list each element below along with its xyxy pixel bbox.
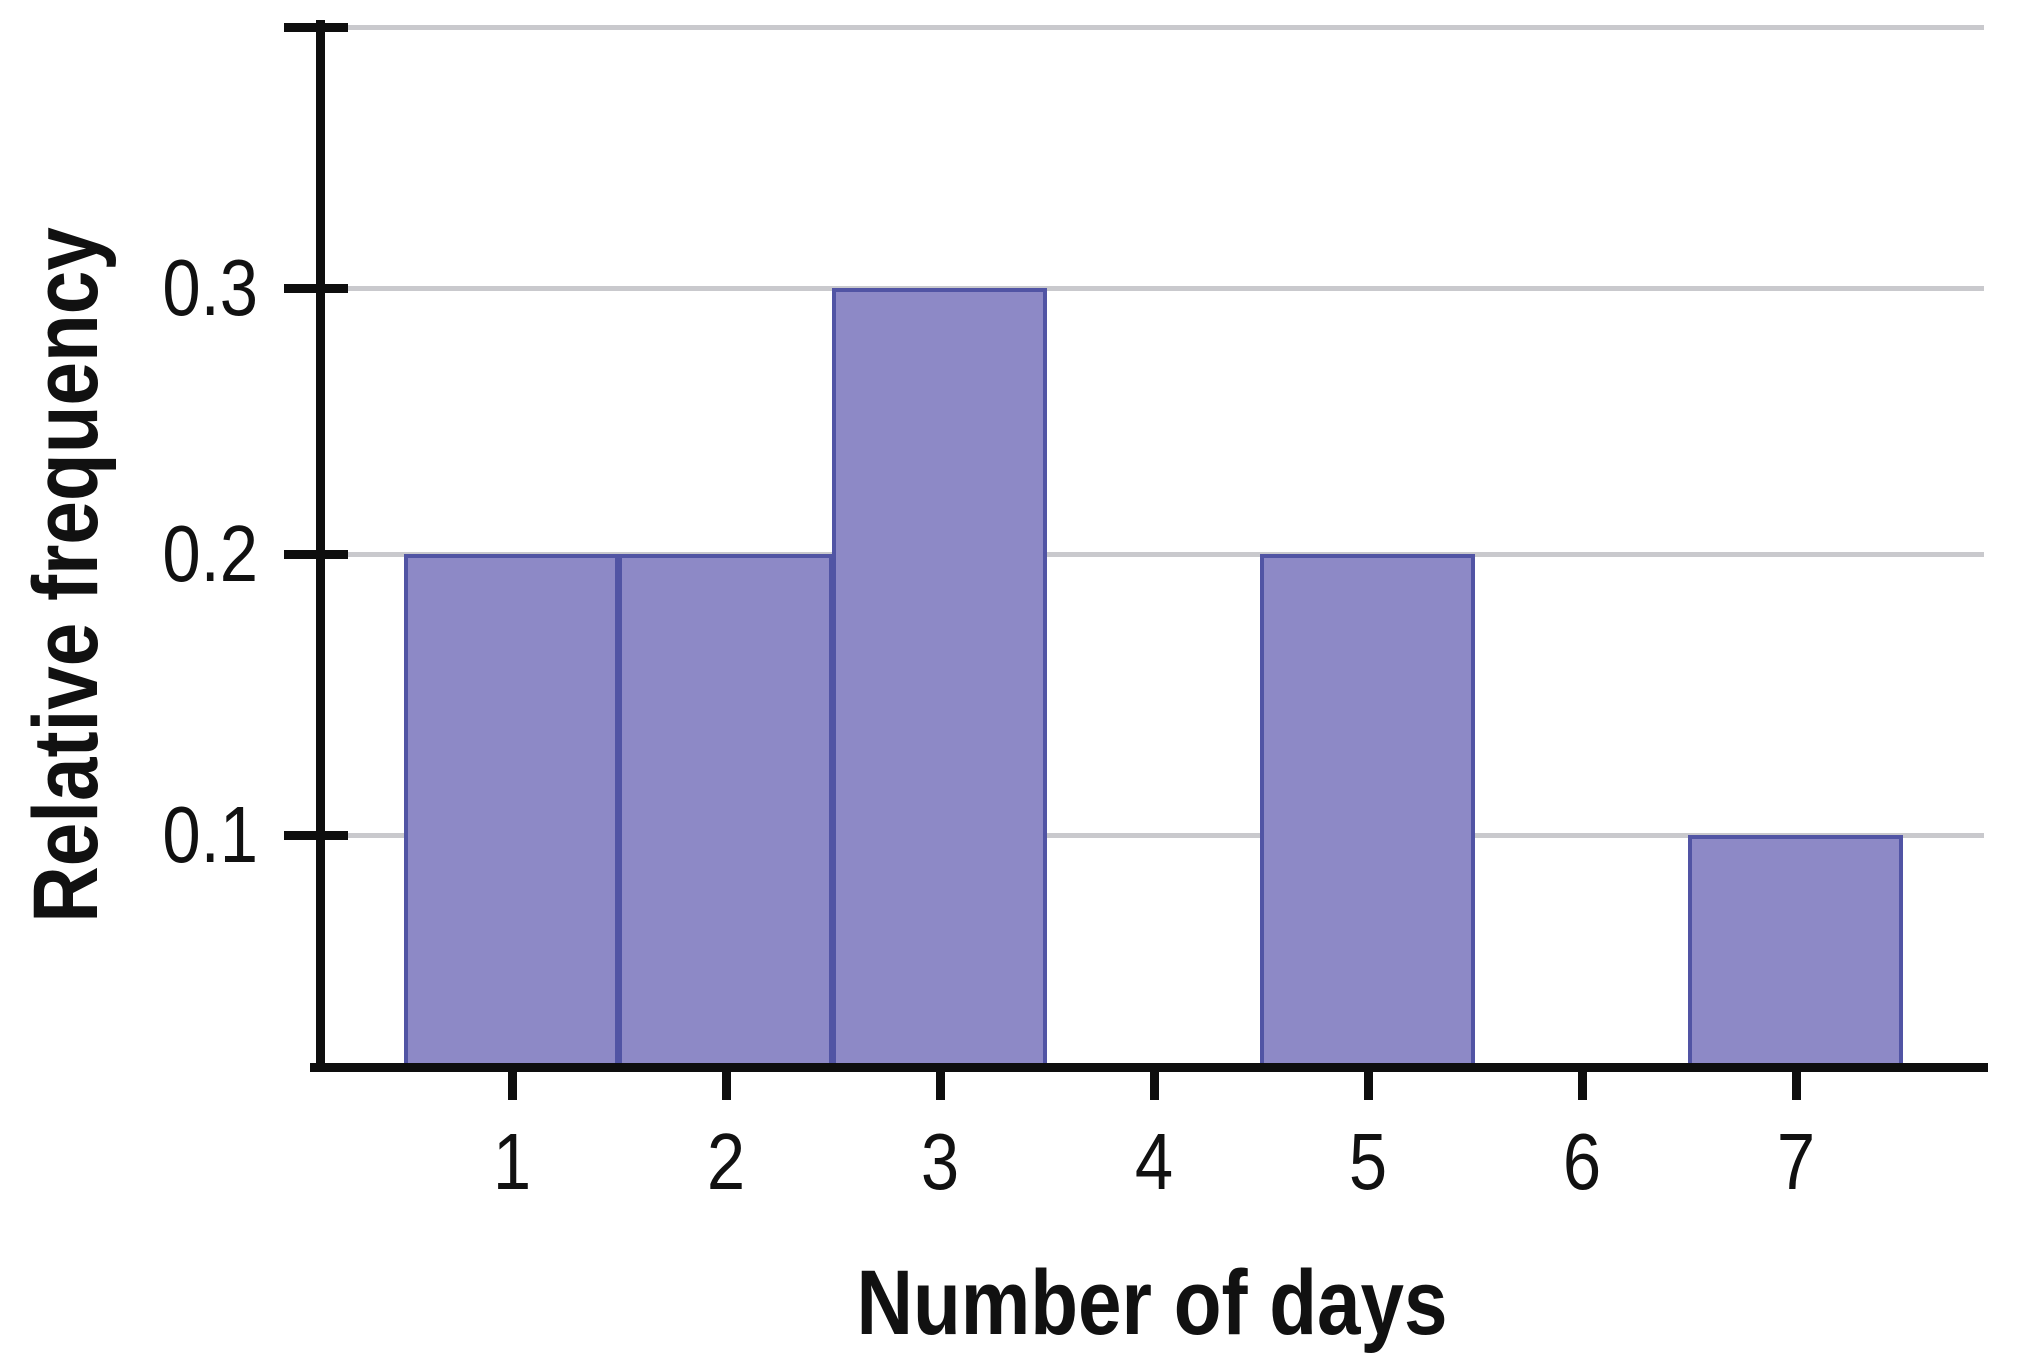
bar-1 bbox=[404, 554, 619, 1068]
gridline-0.4 bbox=[325, 25, 1984, 30]
x-tick-label-5: 5 bbox=[1348, 1117, 1388, 1206]
x-tick-label-6: 6 bbox=[1562, 1117, 1602, 1206]
y-tick-label-0.1: 0.1 bbox=[162, 790, 258, 879]
x-tick-label-3: 3 bbox=[920, 1117, 960, 1206]
x-tick-4 bbox=[1150, 1068, 1159, 1100]
x-tick-label-1: 1 bbox=[492, 1117, 532, 1206]
bar-2 bbox=[618, 554, 833, 1068]
y-tick-0.3 bbox=[284, 284, 348, 293]
x-tick-5 bbox=[1364, 1068, 1373, 1100]
bar-7 bbox=[1688, 835, 1903, 1068]
gridline-0.3 bbox=[325, 286, 1984, 291]
bar-3 bbox=[832, 288, 1047, 1068]
gridline-0.2 bbox=[325, 552, 1984, 557]
x-axis-line bbox=[310, 1063, 1988, 1072]
x-axis-title: Number of days bbox=[856, 1252, 1448, 1354]
x-tick-1 bbox=[508, 1068, 517, 1100]
y-axis-line bbox=[316, 20, 325, 1072]
x-tick-2 bbox=[722, 1068, 731, 1100]
x-tick-label-7: 7 bbox=[1776, 1117, 1816, 1206]
y-tick-0.1 bbox=[284, 831, 348, 840]
x-tick-label-2: 2 bbox=[706, 1117, 746, 1206]
y-tick-label-0.3: 0.3 bbox=[162, 243, 258, 332]
x-tick-3 bbox=[936, 1068, 945, 1100]
y-tick-label-0.2: 0.2 bbox=[162, 509, 258, 598]
x-tick-6 bbox=[1578, 1068, 1587, 1100]
bar-5 bbox=[1260, 554, 1475, 1068]
gridline-0.1 bbox=[325, 833, 1984, 838]
x-tick-label-4: 4 bbox=[1134, 1117, 1174, 1206]
x-tick-7 bbox=[1792, 1068, 1801, 1100]
y-tick-0.4 bbox=[284, 23, 348, 32]
y-tick-0.2 bbox=[284, 550, 348, 559]
